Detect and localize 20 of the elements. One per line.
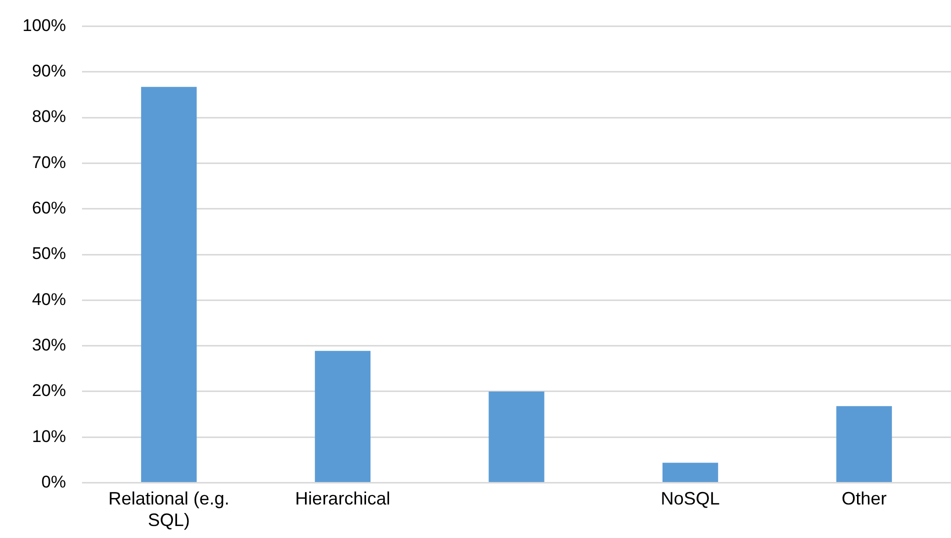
- y-tick-label: 30%: [32, 336, 66, 355]
- x-tick-label: NoSQL: [660, 488, 720, 509]
- x-tick-label: Hierarchical: [295, 488, 390, 509]
- y-tick-label: 80%: [32, 107, 66, 126]
- x-tick-label: Other: [842, 488, 887, 509]
- y-tick-label: 60%: [32, 198, 66, 218]
- bar: [314, 350, 371, 482]
- y-tick-label: 100%: [22, 16, 66, 35]
- y-tick-label: 20%: [32, 381, 66, 400]
- bar: [662, 462, 718, 482]
- y-tick-label: 90%: [32, 62, 66, 81]
- y-tick-label: 70%: [32, 152, 66, 172]
- bar: [836, 406, 892, 482]
- y-tick-label: 50%: [32, 244, 66, 264]
- bar: [141, 86, 197, 482]
- bar: [488, 391, 544, 482]
- x-tick-label: Relational (e.g. SQL): [108, 488, 230, 530]
- y-tick-label: 0%: [41, 472, 66, 492]
- y-tick-label: 40%: [32, 290, 66, 309]
- y-tick-label: 10%: [32, 426, 66, 446]
